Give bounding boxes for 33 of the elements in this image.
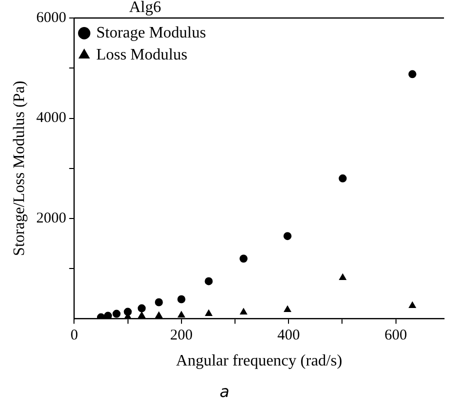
text: a: [218, 382, 230, 401]
point: [155, 312, 162, 318]
point: [338, 174, 347, 182]
point: [154, 298, 163, 306]
y-tick-label: 6000: [36, 10, 66, 26]
x-axis-title: Angular frequency (rad/s): [176, 352, 342, 370]
point: [408, 70, 416, 78]
x-tick-label: 600: [384, 328, 408, 344]
legend-label: Loss Modulus: [96, 46, 188, 64]
point: [138, 312, 146, 318]
y-axis-title: Storage/Loss Modulus (Pa): [10, 80, 28, 256]
point: [240, 254, 248, 263]
x-tick-label: 400: [277, 328, 300, 344]
x-tick-label: 0: [70, 328, 78, 344]
point: [205, 310, 212, 316]
point: [104, 312, 112, 319]
y-tick-label: 4000: [36, 110, 66, 126]
legend-title: Alg6: [129, 0, 162, 16]
point: [138, 304, 146, 312]
x-tick-label: 200: [170, 328, 193, 344]
point: [408, 302, 416, 308]
point: [96, 313, 105, 319]
y-tick-label: 2000: [36, 210, 66, 226]
legend-label: Storage Modulus: [96, 24, 206, 42]
point: [339, 274, 346, 280]
point: [204, 277, 213, 286]
point: [124, 308, 132, 316]
point: [112, 310, 121, 318]
point: [240, 308, 248, 315]
point: [284, 232, 292, 240]
point: [178, 311, 185, 318]
point: [284, 306, 292, 312]
point: [177, 295, 186, 304]
